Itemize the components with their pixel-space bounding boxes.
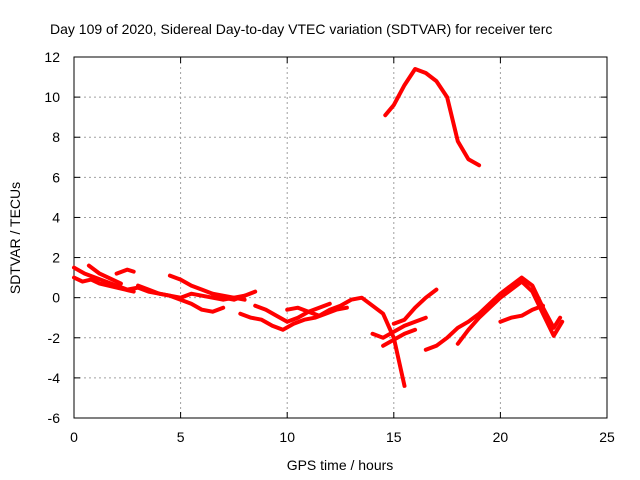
y-tick-label: 4 (52, 209, 60, 225)
series-line-arc-7 (210, 289, 258, 302)
series-line-arc-11 (370, 315, 428, 340)
grid (74, 57, 607, 418)
x-axis-label: GPS time / hours (287, 457, 394, 473)
y-tick-label: -6 (48, 410, 61, 426)
axis-ticks: 0 5 10 15 20 25 -6 -4 -2 0 2 4 6 8 10 12 (44, 49, 615, 445)
x-tick-label: 5 (177, 429, 185, 445)
series-line-arc-10 (285, 295, 407, 388)
series-line-arc-16 (498, 303, 545, 324)
series-group (72, 67, 565, 388)
y-tick-label: 8 (52, 129, 60, 145)
series-line-arc-3 (86, 263, 123, 286)
y-tick-label: 10 (44, 89, 60, 105)
x-tick-label: 0 (70, 429, 78, 445)
series-line-arc-2 (72, 275, 136, 294)
series-line-arc-12 (381, 327, 418, 348)
series-line-arc-14 (423, 275, 563, 352)
series-line-arc-9 (253, 301, 332, 324)
x-tick-label: 20 (493, 429, 509, 445)
y-tick-label: 0 (52, 290, 60, 306)
x-tick-label: 10 (279, 429, 295, 445)
y-tick-label: 2 (52, 250, 60, 266)
chart-title: Day 109 of 2020, Sidereal Day-to-day VTE… (50, 21, 552, 37)
series-line-arc-17 (383, 67, 482, 168)
series-line-arc-4 (114, 267, 136, 276)
x-tick-label: 25 (599, 429, 615, 445)
y-tick-label: -2 (48, 330, 61, 346)
x-tick-label: 15 (386, 429, 402, 445)
series-line-arc-15 (455, 279, 565, 346)
plot-frame (73, 56, 608, 419)
series-line-arc-13 (391, 287, 439, 326)
y-tick-label: 12 (44, 49, 60, 65)
series-line-arc-5 (136, 283, 226, 314)
y-tick-label: -4 (48, 370, 61, 386)
y-axis-label: SDTVAR / TECUs (7, 182, 23, 294)
y-tick-label: 6 (52, 169, 60, 185)
